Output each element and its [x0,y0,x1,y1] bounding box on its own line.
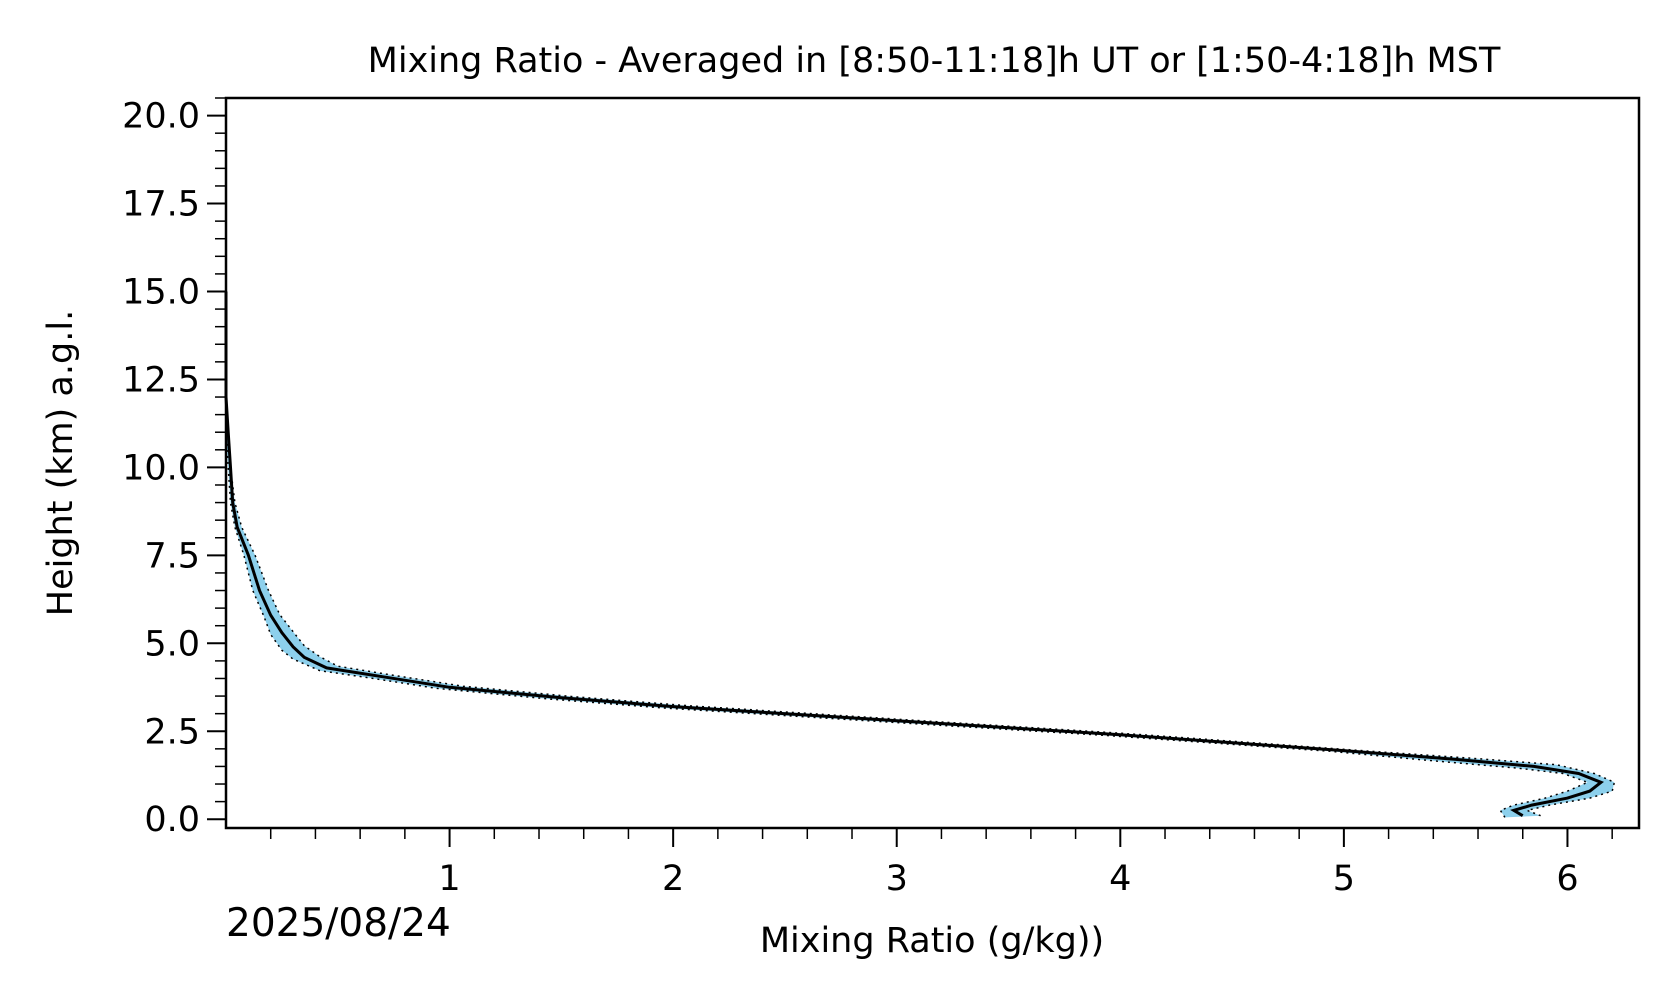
x-tick-label: 3 [886,859,908,899]
y-tick-label: 5.0 [144,624,200,664]
y-tick-label: 20.0 [122,97,200,137]
x-axis-ticks: 1 2 3 4 5 6 [269,828,1613,899]
date-label: 2025/08/24 [226,901,451,946]
y-axis-ticks: 0.0 2.5 5.0 7.5 10.0 12.5 15.0 17.5 20.0 [122,97,226,840]
y-tick-label: 17.5 [122,185,200,225]
y-tick-label: 15.0 [122,272,200,312]
y-tick-label: 2.5 [144,712,200,752]
plot-area [224,291,1616,818]
y-tick-label: 10.0 [122,448,200,488]
uncertainty-band [226,291,1615,818]
plot-frame [224,96,1641,830]
x-tick-label: 4 [1109,859,1131,899]
y-axis-label: Height (km) a.g.l. [41,310,81,616]
uncertainty-upper-line [225,291,1616,817]
x-tick-label: 1 [438,859,460,899]
y-tick-label: 7.5 [144,536,200,576]
x-tick-label: 2 [662,859,684,899]
x-tick-label: 6 [1556,859,1578,899]
y-tick-label: 12.5 [122,360,200,400]
y-tick-label: 0.0 [144,800,200,840]
mean-profile-line [224,291,1604,817]
uncertainty-lower-line [225,291,1590,818]
chart-title: Mixing Ratio - Averaged in [8:50-11:18]h… [368,41,1501,81]
x-tick-label: 5 [1333,859,1355,899]
x-axis-label: Mixing Ratio (g/kg)) [760,921,1104,961]
